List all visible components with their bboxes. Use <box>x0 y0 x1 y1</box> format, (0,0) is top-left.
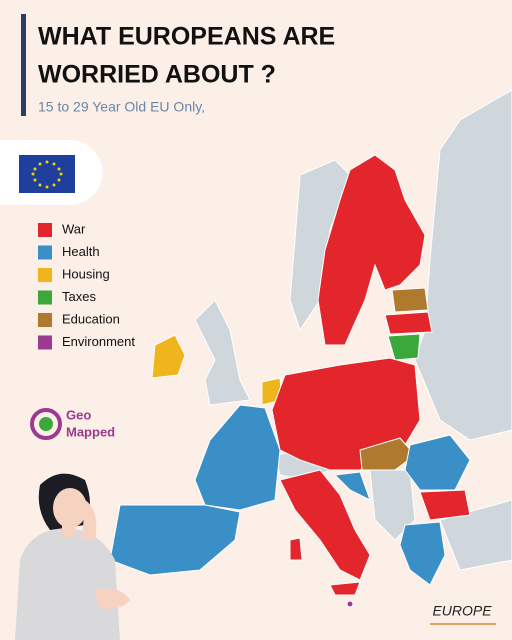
legend-swatch <box>38 313 52 327</box>
logo-text: Geo <box>66 407 91 422</box>
legend-swatch <box>38 245 52 260</box>
country <box>279 469 371 581</box>
logo-icon <box>30 408 62 440</box>
accent-bar <box>21 14 26 116</box>
country <box>346 600 354 608</box>
country <box>317 154 426 346</box>
subtitle: 15 to 29 Year Old EU Only, <box>38 99 205 115</box>
title-line: WORRIED ABOUT ? <box>38 61 276 89</box>
person-illustration <box>15 473 130 640</box>
legend-swatch <box>38 335 52 350</box>
legend-label: Taxes <box>62 289 96 304</box>
country <box>391 287 429 313</box>
country <box>333 471 371 502</box>
legend-label: War <box>62 221 86 236</box>
country <box>384 311 433 335</box>
country <box>404 434 471 491</box>
country <box>289 537 303 561</box>
legend-label: Environment <box>62 334 135 349</box>
logo-icon <box>39 417 53 431</box>
country <box>387 333 421 361</box>
non-eu-land <box>194 89 512 571</box>
legend-swatch <box>38 290 52 305</box>
country <box>399 521 446 586</box>
legend: War Health Housing Taxes Education Environmen… <box>38 221 135 350</box>
country <box>359 437 416 471</box>
flag-stars <box>31 160 63 189</box>
legend-label: Housing <box>62 266 110 281</box>
legend-swatch <box>38 223 52 237</box>
country <box>329 581 361 596</box>
eu-countries <box>109 154 471 608</box>
logo-text: Mapped <box>66 424 115 439</box>
title-line: WHAT EUROPEANS ARE <box>38 23 335 51</box>
country <box>151 334 186 379</box>
country <box>419 489 471 521</box>
legend-swatch <box>38 268 52 282</box>
footer-label: EUROPE <box>432 603 492 619</box>
country <box>194 404 281 511</box>
legend-label: Health <box>62 244 100 259</box>
legend-label: Education <box>62 311 120 326</box>
country <box>109 504 241 576</box>
